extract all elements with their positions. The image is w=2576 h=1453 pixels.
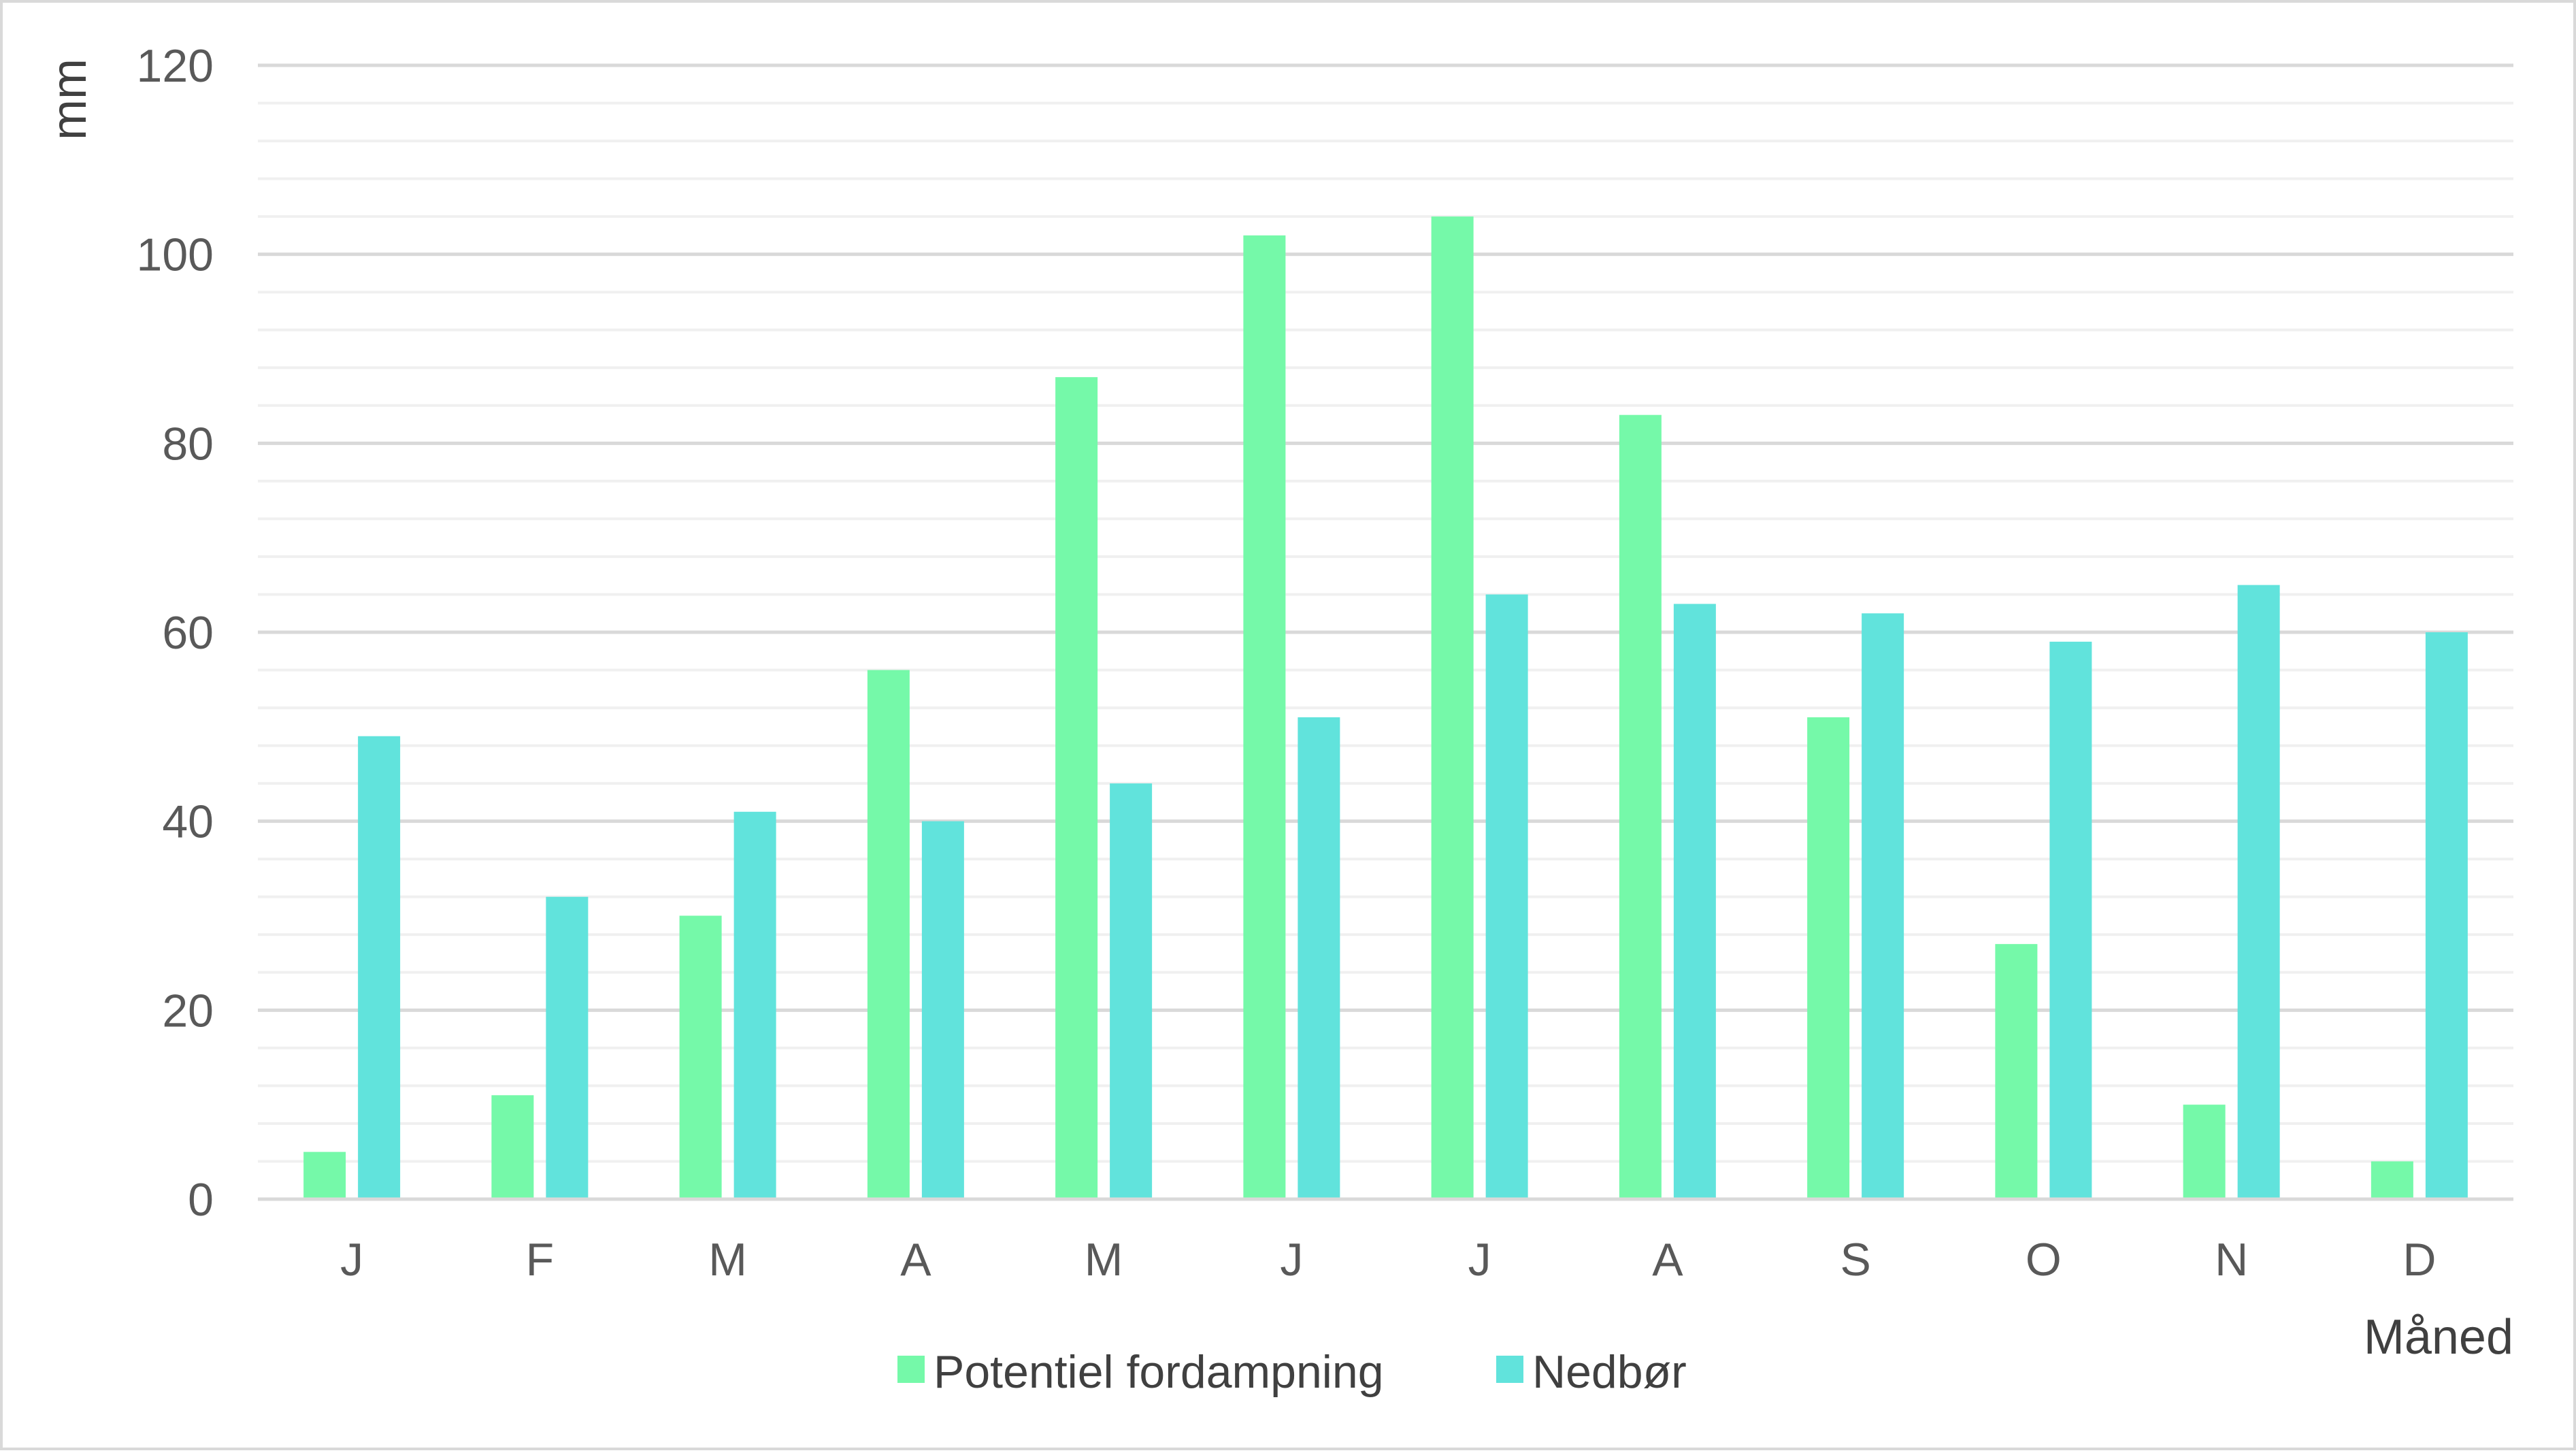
- x-tick-label: O: [2026, 1234, 2062, 1286]
- bar-potentiel-fordampning: [2183, 1105, 2226, 1199]
- bar-nedbor: [2237, 585, 2280, 1199]
- major-gridlines: [258, 63, 2513, 1012]
- bar-potentiel-fordampning: [679, 915, 722, 1199]
- y-tick-label: 120: [137, 40, 214, 92]
- x-tick-label: N: [2215, 1234, 2248, 1286]
- legend-swatch-nedbor: [1496, 1356, 1523, 1383]
- x-tick-label: M: [1085, 1234, 1123, 1286]
- bar-nedbor: [2425, 632, 2468, 1199]
- y-tick-label: 100: [137, 229, 214, 281]
- x-tick-label: M: [708, 1234, 747, 1286]
- bar-potentiel-fordampning: [1055, 377, 1098, 1199]
- bar-chart: 0 20 40 60 80 100 120 J F M A M J J A S O N D mm Måned Po…: [42, 40, 2513, 1398]
- y-axis-title: mm: [42, 59, 97, 140]
- bar-potentiel-fordampning: [1431, 216, 1474, 1200]
- bar-nedbor: [733, 811, 776, 1199]
- legend-label-potentiel-fordampning: Potentiel fordampning: [934, 1346, 1384, 1398]
- bar-nedbor: [1110, 783, 1153, 1199]
- minor-gridlines: [258, 101, 2513, 1163]
- y-axis-tick-labels: 0 20 40 60 80 100 120: [137, 40, 214, 1226]
- bar-nedbor: [2049, 641, 2092, 1199]
- x-tick-label: F: [526, 1234, 555, 1286]
- bar-potentiel-fordampning: [1807, 717, 1850, 1199]
- y-tick-label: 60: [162, 607, 214, 659]
- y-tick-label: 40: [162, 796, 214, 848]
- y-tick-label: 80: [162, 418, 214, 470]
- bar-nedbor: [358, 736, 401, 1199]
- bar-potentiel-fordampning: [1619, 414, 1662, 1199]
- x-tick-label: D: [2402, 1234, 2436, 1286]
- bar-nedbor: [1862, 613, 1904, 1199]
- x-tick-label: J: [1468, 1234, 1491, 1286]
- legend-swatch-potentiel-fordampning: [897, 1356, 925, 1383]
- legend: Potentiel fordampning Nedbør: [897, 1346, 1687, 1398]
- x-tick-label: J: [1280, 1234, 1303, 1286]
- y-tick-label: 20: [162, 985, 214, 1036]
- legend-label-nedbor: Nedbør: [1532, 1346, 1687, 1398]
- bar-nedbor: [1485, 594, 1528, 1199]
- bars: [303, 216, 2468, 1200]
- x-tick-label: A: [900, 1234, 931, 1286]
- bar-potentiel-fordampning: [2371, 1161, 2413, 1199]
- bar-potentiel-fordampning: [1243, 235, 1286, 1199]
- bar-nedbor: [1298, 717, 1340, 1199]
- bar-potentiel-fordampning: [1995, 944, 2038, 1199]
- bar-potentiel-fordampning: [867, 670, 910, 1199]
- bar-nedbor: [1673, 604, 1716, 1199]
- bar-nedbor: [546, 896, 589, 1199]
- x-tick-label: J: [340, 1234, 363, 1286]
- x-axis-title: Måned: [2364, 1310, 2513, 1365]
- y-tick-label: 0: [188, 1174, 214, 1226]
- bar-potentiel-fordampning: [491, 1095, 534, 1199]
- x-tick-label: A: [1652, 1234, 1683, 1286]
- bar-nedbor: [921, 821, 964, 1199]
- x-tick-label: S: [1840, 1234, 1870, 1286]
- bar-potentiel-fordampning: [303, 1152, 346, 1199]
